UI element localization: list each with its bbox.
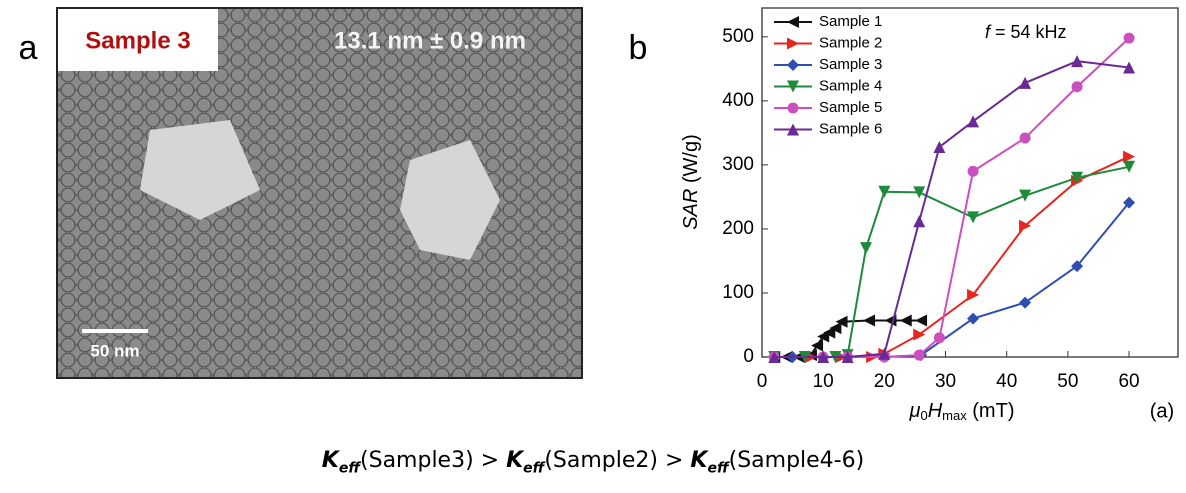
caption-text: (Sample3) > bbox=[360, 448, 507, 473]
legend-marker bbox=[787, 16, 799, 28]
data-point bbox=[915, 314, 928, 327]
data-point bbox=[913, 349, 925, 361]
sample-label: Sample 3 bbox=[85, 27, 190, 54]
panel-label: a bbox=[19, 29, 38, 67]
data-point bbox=[967, 165, 979, 177]
x-label-part: 0 bbox=[920, 408, 927, 423]
x-tick-label: 40 bbox=[996, 371, 1017, 392]
data-point bbox=[913, 215, 926, 228]
x-axis-label: μ0Hmax (mT) bbox=[909, 400, 1015, 423]
data-point bbox=[933, 332, 945, 344]
x-label-part: H bbox=[928, 400, 943, 422]
figure: a Sample 3 13.1 nm ± 0.9 nm 50 nm b f = … bbox=[19, 7, 1179, 423]
data-point bbox=[913, 186, 926, 199]
panel-label: b bbox=[629, 29, 648, 67]
data-point bbox=[1071, 81, 1083, 93]
legend-label: Sample 1 bbox=[819, 13, 882, 30]
y-axis-label: SAR (W/g) bbox=[680, 134, 702, 230]
y-tick-label: 0 bbox=[743, 346, 754, 367]
caption-subscript: eff bbox=[707, 460, 729, 477]
data-point bbox=[967, 312, 980, 325]
data-point bbox=[811, 339, 824, 352]
data-point bbox=[1071, 171, 1084, 184]
data-point bbox=[1019, 76, 1032, 89]
data-point bbox=[1123, 61, 1136, 74]
data-point bbox=[878, 185, 891, 198]
data-point bbox=[967, 288, 980, 301]
y-tick-label: 500 bbox=[722, 26, 754, 47]
y-tick-label: 200 bbox=[722, 218, 754, 239]
x-tick-label: 20 bbox=[874, 371, 895, 392]
plot-frame bbox=[761, 7, 1179, 358]
y-tick-label: 100 bbox=[722, 282, 754, 303]
data-point bbox=[835, 315, 848, 328]
data-point bbox=[933, 140, 946, 153]
data-point bbox=[1123, 150, 1136, 163]
data-point bbox=[1019, 132, 1031, 144]
annotation-text: = 54 kHz bbox=[990, 22, 1067, 42]
caption-symbol: K bbox=[506, 448, 524, 473]
data-point bbox=[1123, 196, 1136, 209]
data-point bbox=[1123, 160, 1136, 173]
data-point bbox=[817, 351, 830, 363]
caption-subscript: eff bbox=[523, 460, 545, 477]
x-tick-label: 10 bbox=[813, 371, 834, 392]
data-point bbox=[913, 328, 926, 341]
data-point bbox=[768, 351, 781, 363]
data-point bbox=[860, 242, 872, 255]
x-tick-label: 50 bbox=[1057, 371, 1078, 392]
caption-subscript: eff bbox=[338, 460, 361, 477]
legend-marker bbox=[787, 123, 799, 136]
annotation-symbol: f bbox=[985, 22, 992, 42]
data-point bbox=[1123, 32, 1135, 44]
data-point bbox=[899, 314, 912, 327]
data-point bbox=[1071, 260, 1084, 273]
data-point bbox=[1071, 55, 1084, 68]
legend-label: Sample 2 bbox=[819, 34, 882, 51]
x-tick-label: 0 bbox=[757, 371, 768, 392]
legend-label: Sample 4 bbox=[819, 77, 882, 94]
label-box bbox=[58, 9, 218, 71]
annotation: f = 54 kHz bbox=[985, 22, 1067, 42]
legend-marker bbox=[787, 59, 799, 71]
y-tick-label: 400 bbox=[722, 90, 754, 111]
caption: Keff(Sample3) > Keff(Sample2) > Keff(Sam… bbox=[0, 448, 1186, 476]
data-point bbox=[967, 115, 980, 128]
caption-symbol: K bbox=[321, 448, 339, 473]
x-label-part: max bbox=[942, 408, 967, 423]
scale-label: 50 nm bbox=[90, 341, 139, 360]
x-tick-label: 60 bbox=[1118, 371, 1139, 392]
legend-marker bbox=[787, 37, 799, 50]
data-point bbox=[829, 322, 842, 335]
x-label-part: μ bbox=[909, 400, 921, 422]
data-point bbox=[1019, 296, 1032, 309]
data-point bbox=[967, 211, 980, 224]
data-point bbox=[863, 314, 876, 327]
data-point bbox=[823, 326, 836, 339]
empty-region bbox=[400, 140, 500, 260]
panel-tag: (a) bbox=[1150, 400, 1174, 422]
y-label-part: (W/g) bbox=[680, 134, 702, 188]
x-tick-label: 30 bbox=[935, 371, 956, 392]
legend-label: Sample 6 bbox=[819, 120, 882, 137]
caption-text: (Sample2) > bbox=[544, 448, 691, 473]
data-point bbox=[878, 347, 891, 360]
size-label: 13.1 nm ± 0.9 nm bbox=[334, 27, 526, 54]
series-line bbox=[774, 60, 1130, 358]
legend-label: Sample 3 bbox=[819, 56, 882, 73]
y-label-part: SAR bbox=[680, 189, 702, 230]
data-point bbox=[1019, 219, 1032, 232]
legend-marker bbox=[787, 80, 799, 93]
legend-label: Sample 5 bbox=[819, 99, 882, 116]
empty-region bbox=[140, 120, 260, 220]
data-point bbox=[1019, 189, 1032, 202]
data-point bbox=[841, 351, 854, 363]
y-tick-label: 300 bbox=[722, 154, 754, 175]
caption-symbol: K bbox=[690, 448, 708, 473]
x-label-part: (mT) bbox=[967, 400, 1015, 422]
legend-marker bbox=[787, 102, 799, 114]
caption-text: (Sample4-6) bbox=[728, 448, 865, 473]
